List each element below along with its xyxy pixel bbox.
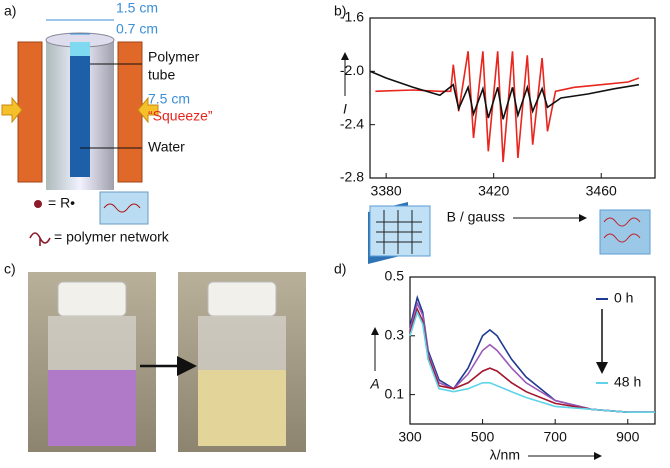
y-tick-label: -2.8 xyxy=(340,169,364,185)
series-line xyxy=(409,310,655,413)
x-tick-label: 3420 xyxy=(478,183,509,199)
y-tick-label: -2.0 xyxy=(340,62,364,78)
panel-c: c) xyxy=(4,261,306,452)
series-line xyxy=(409,301,655,413)
inset xyxy=(599,209,651,255)
solution xyxy=(198,370,286,446)
plate xyxy=(17,41,43,183)
x-tick-label: 300 xyxy=(398,429,422,445)
legend-label: 48 h xyxy=(614,374,641,390)
x-axis-label: λ/nm xyxy=(490,447,520,463)
panel-label: d) xyxy=(334,261,346,277)
x-tick-label: 500 xyxy=(471,429,495,445)
y-axis-label: I xyxy=(343,101,347,117)
solution xyxy=(48,370,136,446)
y-tick-label: -2.4 xyxy=(340,115,364,131)
series-line xyxy=(409,307,655,413)
b-insets xyxy=(368,202,651,264)
y-tick-label: 0.5 xyxy=(385,268,405,284)
panel-label: b) xyxy=(334,3,346,19)
network-icon xyxy=(603,217,641,243)
water xyxy=(70,42,90,56)
label: “Squeeze” xyxy=(148,108,213,124)
x-tick-label: 3380 xyxy=(371,183,402,199)
y-tick-label: 0.3 xyxy=(385,327,405,343)
x-tick-label: 3460 xyxy=(586,183,617,199)
x-axis-label: B / gauss xyxy=(447,209,505,225)
series-line xyxy=(369,70,640,120)
network-icon xyxy=(29,232,51,246)
tube xyxy=(70,42,90,177)
plate xyxy=(117,41,143,183)
label: Water xyxy=(148,139,185,155)
dim-label: 7.5 cm xyxy=(148,91,190,107)
y-axis-label: A xyxy=(369,376,379,392)
network-icon xyxy=(376,210,422,254)
cap xyxy=(57,281,127,317)
legend-label: = polymer network xyxy=(54,229,170,245)
x-tick-label: 900 xyxy=(616,429,640,445)
y-tick-label: -1.6 xyxy=(340,9,364,25)
plot-frame xyxy=(409,276,656,425)
panel-label: c) xyxy=(4,261,16,277)
legend-label: = R• xyxy=(48,195,75,211)
x-tick-label: 700 xyxy=(544,429,568,445)
panel-label: a) xyxy=(4,3,16,19)
panel-a: a) 1.5 cm 0.7 cm 7.5 cm Polymer tube “Sq… xyxy=(1,0,213,246)
label: Polymer xyxy=(148,49,200,65)
legend-label: 0 h xyxy=(614,290,633,306)
y-tick-label: 0.1 xyxy=(385,385,405,401)
cap xyxy=(207,281,277,317)
arrow xyxy=(137,96,159,124)
dim-label: 1.5 cm xyxy=(116,0,158,16)
series-line xyxy=(375,51,640,163)
label: tube xyxy=(148,67,175,83)
plot-frame xyxy=(369,17,656,179)
arrow xyxy=(1,96,23,124)
inset xyxy=(369,205,431,257)
radical-dot xyxy=(34,200,42,208)
inset xyxy=(99,191,149,225)
dim-label: 0.7 cm xyxy=(116,21,158,37)
network-icon xyxy=(103,203,141,213)
